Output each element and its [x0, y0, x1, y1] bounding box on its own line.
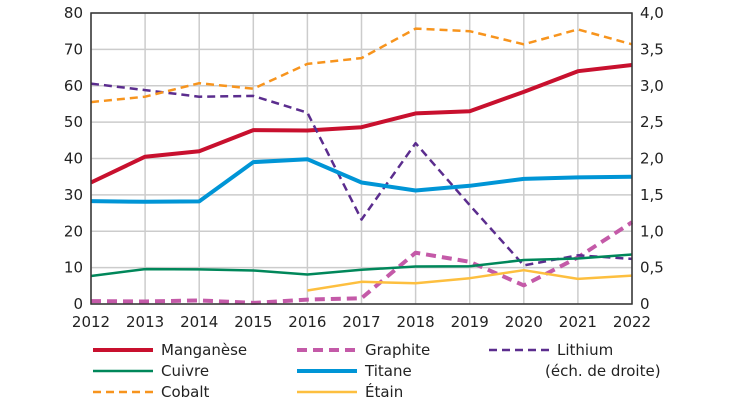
- y-left-tick-label: 60: [64, 77, 83, 95]
- y-right-tick-label: 0,5: [640, 259, 664, 277]
- y-left-tick-label: 50: [64, 113, 83, 131]
- y-right-tick-label: 2,0: [640, 150, 664, 168]
- legend-label: Manganèse: [161, 341, 247, 359]
- x-tick-label: 2015: [234, 313, 272, 331]
- y-right-tick-label: 3,5: [640, 40, 664, 58]
- x-tick-label: 2014: [180, 313, 218, 331]
- legend-label: Étain: [365, 382, 403, 401]
- y-left-tick-label: 10: [64, 259, 83, 277]
- legend-label: Cuivre: [161, 362, 209, 380]
- x-tick-label: 2018: [397, 313, 435, 331]
- y-left-tick-label: 30: [64, 186, 83, 204]
- y-right-tick-label: 1,5: [640, 186, 664, 204]
- y-right-tick-label: 4,0: [640, 4, 664, 22]
- x-tick-label: 2016: [288, 313, 326, 331]
- y-right-tick-label: 0: [640, 295, 650, 313]
- y-left-tick-label: 80: [64, 4, 83, 22]
- plot-frame: [90, 12, 633, 305]
- y-left-tick-label: 0: [73, 295, 83, 313]
- y-right-tick-label: 1,0: [640, 222, 664, 240]
- x-tick-label: 2022: [613, 313, 651, 331]
- x-tick-label: 2017: [342, 313, 380, 331]
- y-left-tick-label: 40: [64, 150, 83, 168]
- y-right-tick-label: 3,0: [640, 77, 664, 95]
- legend-label: Titane: [364, 362, 412, 380]
- y-left-tick-label: 20: [64, 222, 83, 240]
- legend-label: Graphite: [365, 341, 430, 359]
- legend-label-note: (éch. de droite): [545, 362, 661, 380]
- x-tick-label: 2021: [559, 313, 597, 331]
- y-right-tick-label: 2,5: [640, 113, 664, 131]
- x-tick-label: 2019: [451, 313, 489, 331]
- x-tick-label: 2013: [126, 313, 164, 331]
- x-tick-label: 2012: [72, 313, 110, 331]
- legend-label: Lithium: [557, 341, 613, 359]
- x-tick-label: 2020: [505, 313, 543, 331]
- legend-label: Cobalt: [161, 383, 210, 401]
- y-left-tick-label: 70: [64, 40, 83, 58]
